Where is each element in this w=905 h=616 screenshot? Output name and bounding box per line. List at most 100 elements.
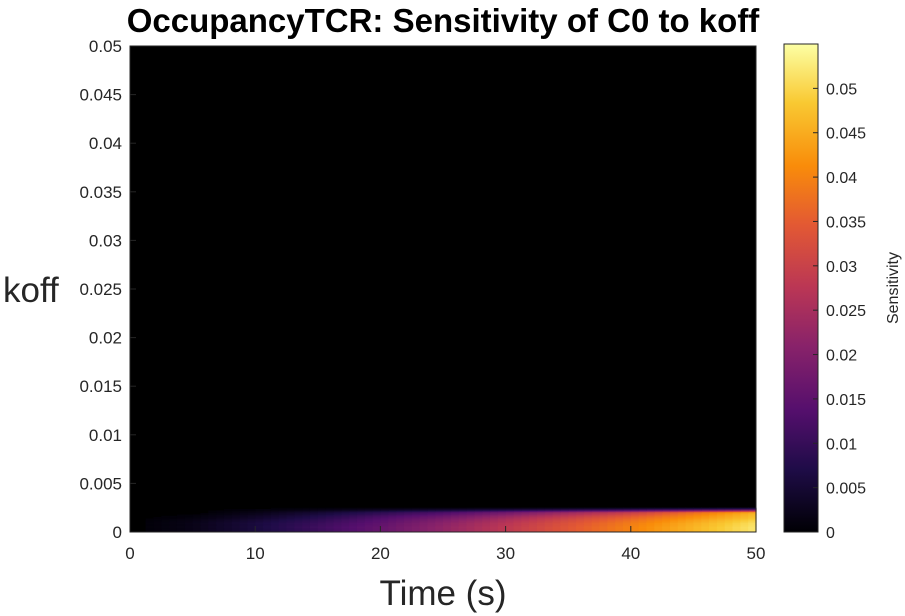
heatmap-cell — [716, 523, 726, 526]
heatmap-cell — [576, 519, 585, 522]
heatmap-cell — [294, 526, 303, 529]
heatmap-cell — [615, 521, 624, 523]
heatmap-cell — [278, 529, 288, 532]
heatmap-cell — [263, 518, 272, 521]
heatmap-cell — [231, 514, 241, 517]
heatmap-cell — [677, 514, 687, 517]
heatmap-cell — [466, 522, 475, 525]
heatmap-cell — [216, 526, 225, 529]
heatmap-cell — [380, 513, 389, 515]
heatmap-cell — [231, 517, 241, 519]
heatmap-cell — [513, 509, 522, 511]
heatmap-cell — [521, 521, 530, 523]
heatmap-cell — [380, 519, 389, 522]
heatmap-cell — [184, 526, 194, 529]
y-tick-label: 0.045 — [79, 86, 122, 105]
heatmap-cell — [505, 513, 515, 515]
heatmap-cell — [646, 529, 655, 532]
heatmap-cell — [732, 514, 741, 517]
heatmap-cell — [630, 526, 640, 529]
heatmap-cell — [364, 522, 374, 525]
heatmap-cell — [263, 526, 272, 529]
heatmap-cell — [615, 509, 624, 511]
heatmap-cell — [521, 510, 530, 513]
heatmap-cell — [677, 518, 687, 521]
heatmap-cell — [536, 510, 546, 513]
heatmap-cell — [740, 526, 749, 529]
heatmap-cell — [474, 527, 483, 530]
heatmap-cell — [231, 521, 241, 523]
heatmap-cell — [169, 521, 178, 523]
heatmap-cell — [474, 529, 483, 532]
heatmap-cell — [388, 521, 397, 523]
heatmap-cell — [309, 521, 319, 523]
heatmap-cell — [216, 518, 225, 521]
heatmap-cell — [622, 525, 632, 527]
heatmap-cell — [607, 509, 616, 511]
heatmap-cell — [732, 515, 741, 518]
heatmap-cell — [583, 514, 593, 517]
heatmap-cell — [513, 514, 522, 517]
heatmap-cell — [638, 509, 648, 511]
heatmap-cell — [403, 529, 413, 532]
heatmap-cell — [286, 515, 295, 518]
heatmap-cell — [161, 522, 170, 525]
heatmap-cell — [591, 513, 601, 515]
heatmap-cell — [372, 518, 381, 521]
heatmap-cell — [341, 522, 350, 525]
heatmap-cell — [693, 523, 702, 526]
heatmap-cell — [309, 529, 319, 532]
heatmap-cell — [646, 521, 655, 523]
heatmap-cell — [317, 510, 327, 513]
heatmap-cell — [333, 510, 342, 513]
heatmap-cell — [184, 522, 194, 525]
heatmap-cell — [607, 514, 616, 517]
heatmap-cell — [521, 522, 530, 525]
heatmap-cell — [192, 517, 202, 519]
heatmap-cell — [638, 518, 648, 521]
heatmap-cell — [748, 517, 757, 519]
heatmap-cell — [419, 511, 428, 514]
heatmap-cell — [497, 517, 507, 519]
heatmap-cell — [325, 526, 335, 529]
heatmap-cell — [349, 515, 358, 518]
heatmap-cell — [286, 525, 295, 527]
heatmap-cell — [529, 518, 538, 521]
heatmap-cell — [184, 529, 194, 532]
heatmap-cell — [466, 519, 475, 522]
heatmap-cell — [450, 529, 460, 532]
heatmap-cell — [544, 518, 554, 521]
heatmap-cell — [638, 513, 648, 515]
heatmap-cell — [521, 515, 530, 518]
heatmap-cell — [411, 517, 421, 519]
heatmap-cell — [466, 527, 475, 530]
heatmap-cell — [497, 513, 507, 515]
heatmap-cell — [693, 522, 702, 525]
heatmap-cell — [403, 517, 413, 519]
heatmap-cell — [435, 523, 444, 526]
heatmap-cell — [380, 510, 389, 513]
heatmap-cell — [536, 521, 546, 523]
heatmap-cell — [403, 513, 413, 515]
heatmap-cell — [411, 514, 421, 517]
heatmap-cell — [325, 518, 335, 521]
heatmap-cell — [615, 511, 624, 514]
heatmap-cell — [278, 507, 288, 510]
heatmap-cell — [701, 507, 710, 510]
heatmap-cell — [270, 526, 280, 529]
heatmap-cell — [529, 523, 538, 526]
heatmap-cell — [443, 507, 452, 510]
x-tick-label: 30 — [496, 544, 515, 563]
heatmap-cell — [341, 511, 350, 514]
heatmap-cell — [396, 523, 405, 526]
heatmap-cell — [693, 510, 702, 513]
heatmap-cell — [505, 507, 515, 510]
heatmap-cell — [740, 523, 749, 526]
y-tick-label: 0.025 — [79, 280, 122, 299]
heatmap-cell — [356, 523, 366, 526]
heatmap-cell — [231, 522, 241, 525]
heatmap-cell — [333, 511, 342, 514]
heatmap-cell — [435, 513, 444, 515]
heatmap-cell — [270, 515, 280, 518]
heatmap-cell — [724, 518, 734, 521]
